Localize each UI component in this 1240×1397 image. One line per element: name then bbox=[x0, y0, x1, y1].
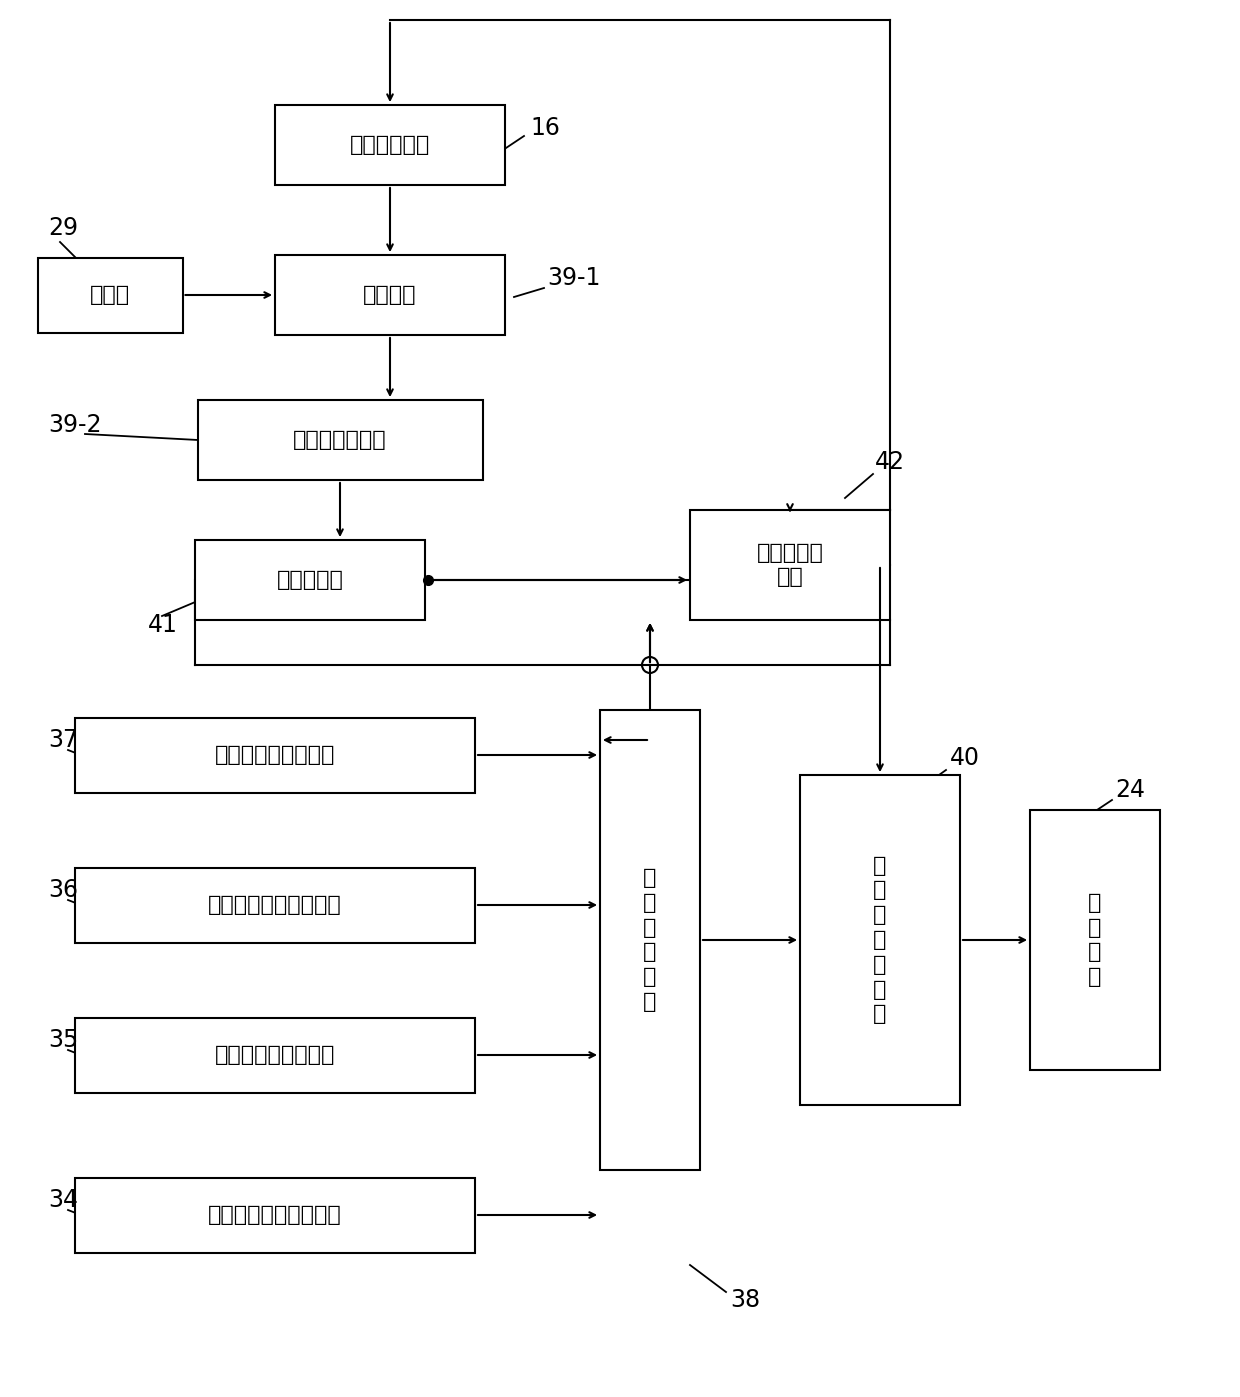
Bar bbox=[689, 510, 890, 620]
Text: 34: 34 bbox=[48, 1187, 78, 1213]
Bar bbox=[197, 400, 482, 481]
Text: 40: 40 bbox=[950, 746, 980, 770]
Text: 36: 36 bbox=[48, 877, 78, 902]
Text: 簧载质量速度传感器: 簧载质量速度传感器 bbox=[215, 1045, 335, 1065]
Bar bbox=[74, 718, 475, 792]
Text: 35: 35 bbox=[48, 1028, 78, 1052]
Text: 压电片: 压电片 bbox=[91, 285, 130, 305]
Bar bbox=[74, 868, 475, 943]
Text: 非簧载质量速度传感器: 非簧载质量速度传感器 bbox=[208, 895, 342, 915]
Text: 24: 24 bbox=[1115, 778, 1145, 802]
Text: 励
磁
线
圈: 励 磁 线 圈 bbox=[1089, 893, 1101, 988]
Text: 无刷直流电机: 无刷直流电机 bbox=[350, 136, 430, 155]
Text: 蓄电池充电电路: 蓄电池充电电路 bbox=[293, 430, 387, 450]
Bar bbox=[600, 710, 701, 1171]
Text: 作
动
器
控
制
器: 作 动 器 控 制 器 bbox=[644, 868, 657, 1011]
Bar bbox=[1030, 810, 1159, 1070]
Text: 第二可调电
流源: 第二可调电 流源 bbox=[756, 542, 823, 587]
Text: 39-2: 39-2 bbox=[48, 414, 102, 437]
Text: 38: 38 bbox=[730, 1288, 760, 1312]
Text: 压电片馈能电压传感器: 压电片馈能电压传感器 bbox=[208, 1206, 342, 1225]
Bar bbox=[37, 257, 182, 332]
Text: 39-1: 39-1 bbox=[547, 265, 600, 291]
Text: 29: 29 bbox=[48, 217, 78, 240]
Bar bbox=[275, 105, 505, 184]
Bar bbox=[275, 256, 505, 335]
Text: 整流电路: 整流电路 bbox=[363, 285, 417, 305]
Text: 37: 37 bbox=[48, 728, 78, 752]
Text: 车载蓄电池: 车载蓄电池 bbox=[277, 570, 343, 590]
Bar bbox=[74, 1178, 475, 1253]
Bar bbox=[800, 775, 960, 1105]
Text: 42: 42 bbox=[875, 450, 905, 474]
Bar bbox=[195, 541, 425, 620]
Text: 第
一
可
调
电
流
源: 第 一 可 调 电 流 源 bbox=[873, 855, 887, 1024]
Bar bbox=[74, 1017, 475, 1092]
Text: 41: 41 bbox=[148, 613, 177, 637]
Text: 16: 16 bbox=[529, 116, 560, 140]
Text: 丝杆套筒速度传感器: 丝杆套筒速度传感器 bbox=[215, 745, 335, 766]
